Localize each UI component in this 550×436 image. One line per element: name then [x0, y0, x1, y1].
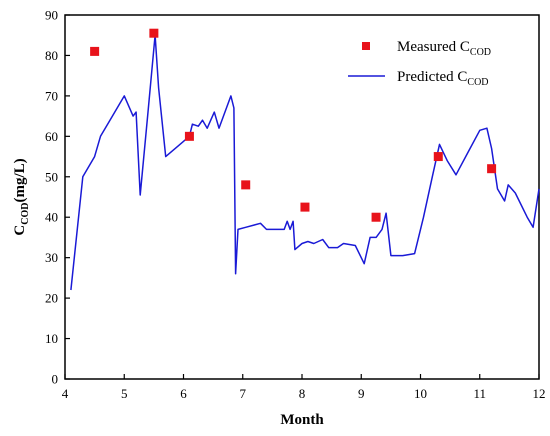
x-tick-label: 4	[62, 386, 69, 401]
measured-cod-point	[241, 180, 251, 190]
x-tick-label: 8	[299, 386, 306, 401]
x-axis: 4 5 6 7 8 9 10 11 12	[62, 374, 546, 401]
x-tick-label: 12	[533, 386, 546, 401]
measured-cod-point	[90, 46, 100, 56]
measured-cod-point	[149, 28, 159, 38]
y-axis-title: CCOD(mg/L)	[12, 158, 31, 235]
legend-predicted-name: Predicted C	[397, 69, 467, 85]
measured-cod-point	[487, 164, 497, 174]
legend-measured-marker	[362, 42, 370, 50]
measured-cod-point	[433, 152, 443, 162]
x-axis-title: Month	[280, 412, 324, 428]
measured-cod-point	[300, 202, 310, 212]
legend-measured-name: Measured C	[397, 39, 470, 55]
legend-measured-subscript: COD	[470, 47, 491, 58]
legend-predicted-label: Predicted CCOD	[397, 69, 489, 88]
y-tick-label: 70	[45, 88, 58, 103]
legend-measured-label: Measured CCOD	[397, 39, 491, 58]
y-axis-title-unit: (mg/L)	[12, 158, 28, 202]
series-layer	[70, 28, 540, 291]
x-tick-label: 6	[180, 386, 187, 401]
y-tick-label: 40	[45, 210, 58, 225]
legend-predicted-subscript: COD	[467, 77, 488, 88]
y-tick-label: 60	[45, 129, 58, 144]
y-tick-label: 50	[45, 169, 58, 184]
plot-frame	[64, 14, 540, 380]
x-tick-label: 11	[473, 386, 486, 401]
y-tick-label: 30	[45, 250, 58, 265]
y-axis: 0 10 20 30 40 50 60 70 80 90	[45, 8, 70, 387]
y-tick-label: 20	[45, 291, 58, 306]
predicted-cod-line	[70, 34, 540, 291]
y-axis-title-subscript: COD	[20, 203, 31, 225]
y-tick-label: 80	[45, 48, 58, 63]
measured-cod-point	[371, 212, 381, 222]
x-tick-label: 5	[121, 386, 128, 401]
y-axis-title-main: C	[12, 225, 28, 236]
y-tick-label: 90	[45, 8, 58, 23]
x-tick-label: 7	[240, 386, 247, 401]
x-tick-label: 9	[358, 386, 365, 401]
x-tick-label: 10	[414, 386, 427, 401]
measured-cod-point	[184, 131, 194, 141]
y-tick-label: 10	[45, 331, 58, 346]
y-tick-label: 0	[52, 372, 59, 387]
